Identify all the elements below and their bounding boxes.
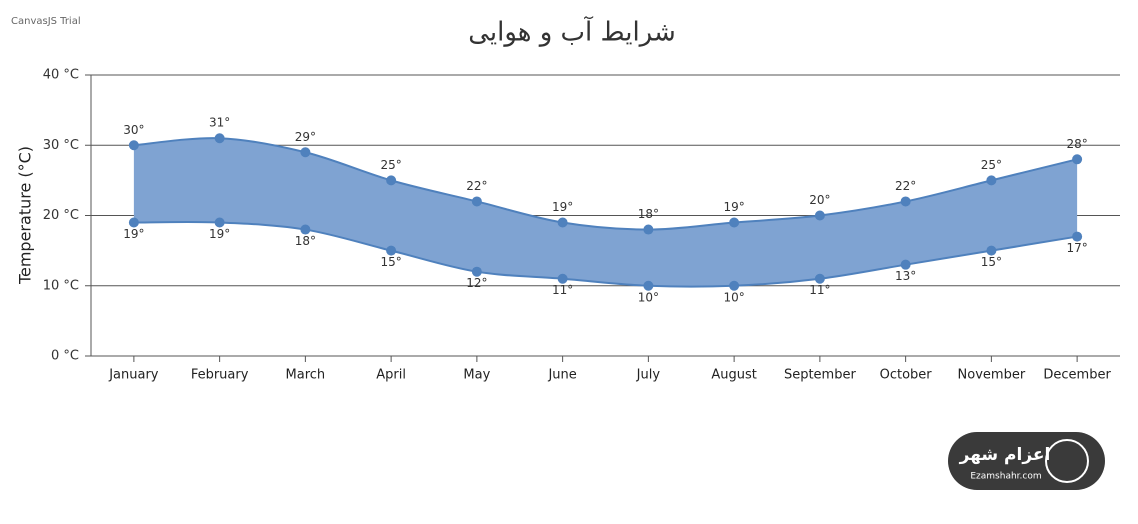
data-point (643, 224, 654, 235)
data-label: 19° (723, 200, 744, 214)
data-point (1072, 231, 1083, 242)
data-point (900, 196, 911, 207)
data-label: 11° (552, 283, 573, 297)
data-label: 22° (466, 179, 487, 193)
logo-name: اعزام شهر (959, 445, 1051, 465)
data-point (986, 245, 997, 256)
data-point (128, 217, 139, 228)
y-tick-label: 30 °C (43, 138, 79, 153)
x-tick-label: October (880, 368, 933, 383)
data-label: 19° (552, 200, 573, 214)
data-label: 19° (209, 227, 230, 241)
data-label: 13° (895, 269, 916, 283)
x-tick-label: April (376, 368, 406, 383)
logo-icon (1045, 439, 1089, 483)
data-label: 15° (380, 255, 401, 269)
data-point (214, 133, 225, 144)
data-label: 28° (1066, 137, 1087, 151)
y-axis-title: Temperature (°C) (16, 146, 35, 285)
data-label: 17° (1066, 241, 1087, 255)
data-label: 18° (295, 234, 316, 248)
data-point (557, 273, 568, 284)
data-point (300, 224, 311, 235)
x-tick-label: November (958, 368, 1026, 383)
y-tick-label: 0 °C (51, 349, 79, 364)
data-label: 20° (809, 193, 830, 207)
data-point (729, 217, 740, 228)
x-tick-label: September (784, 368, 857, 383)
data-point (128, 140, 139, 151)
data-label: 12° (466, 276, 487, 290)
x-tick-label: July (636, 368, 661, 383)
logo-site: Ezamshahr.com (970, 472, 1041, 482)
data-point (471, 196, 482, 207)
data-point (643, 280, 654, 291)
range-line (133, 137, 1078, 231)
x-tick-label: December (1043, 368, 1111, 383)
range-area (133, 138, 1078, 287)
data-label: 22° (895, 179, 916, 193)
range-line (133, 221, 1078, 288)
data-point (386, 245, 397, 256)
y-tick-label: 40 °C (43, 68, 79, 83)
data-label: 29° (295, 130, 316, 144)
data-point (471, 266, 482, 277)
data-label: 30° (123, 123, 144, 137)
x-tick-label: May (463, 368, 490, 383)
data-point (300, 147, 311, 158)
logo-badge (948, 432, 1105, 490)
data-label: 18° (638, 207, 659, 221)
data-label: 19° (123, 227, 144, 241)
x-tick-label: August (711, 368, 757, 383)
data-point (214, 217, 225, 228)
data-label: 15° (981, 255, 1002, 269)
data-point (900, 259, 911, 270)
y-tick-label: 20 °C (43, 208, 79, 223)
data-point (986, 175, 997, 186)
data-point (814, 210, 825, 221)
watermark: CanvasJS Trial (11, 16, 81, 27)
data-label: 25° (380, 158, 401, 172)
x-tick-label: March (286, 368, 326, 383)
data-label: 10° (638, 290, 659, 304)
data-point (1072, 154, 1083, 165)
data-point (814, 273, 825, 284)
data-point (557, 217, 568, 228)
data-point (386, 175, 397, 186)
chart-title: شرایط آب و هوایی (468, 16, 676, 48)
data-label: 11° (809, 283, 830, 297)
data-label: 31° (209, 116, 230, 130)
data-label: 10° (723, 290, 744, 304)
x-tick-label: February (191, 368, 249, 383)
y-tick-label: 10 °C (43, 278, 79, 293)
x-tick-label: June (547, 368, 576, 383)
data-point (729, 280, 740, 291)
x-tick-label: January (108, 368, 159, 383)
data-label: 25° (981, 158, 1002, 172)
